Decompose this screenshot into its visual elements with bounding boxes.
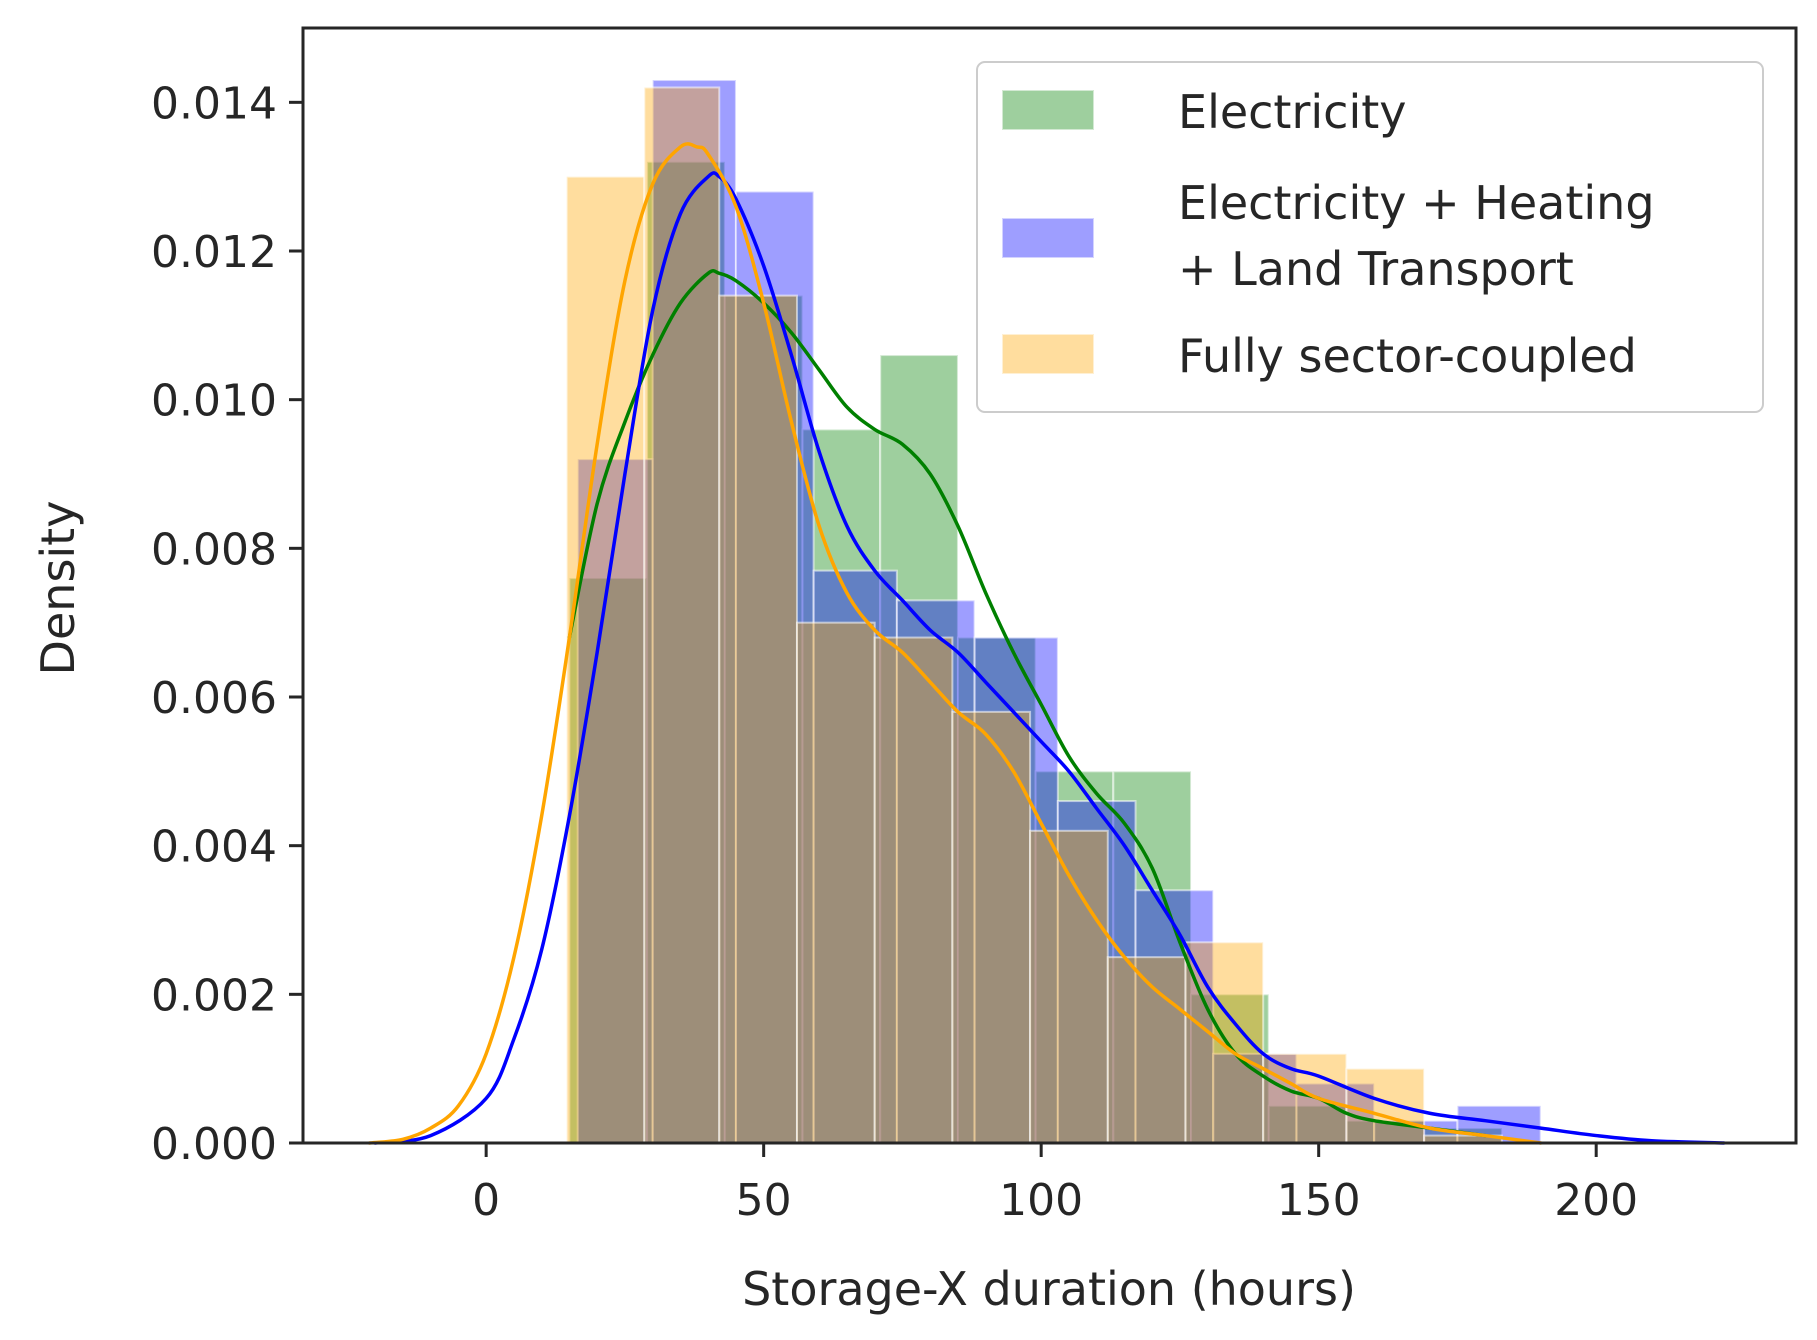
kde-line-fully-sector-coupled — [367, 142, 1543, 1145]
bar-electricity-0 — [568, 577, 649, 1144]
x-axis: 0 50 100 150 200 — [472, 1143, 1638, 1226]
legend-item-fully-sector-coupled: Fully sector-coupled — [1001, 329, 1637, 383]
y-tick-label-6: 0.012 — [151, 227, 277, 278]
bar-fully-sector-coupled-0 — [565, 175, 646, 1144]
x-tick-label-3: 150 — [1277, 1175, 1361, 1226]
bar-fully-sector-coupled-3 — [795, 621, 876, 1144]
bar-electricity-6 — [1034, 770, 1115, 1144]
legend-label-electricity: Electricity — [1178, 85, 1407, 139]
y-tick-label-4: 0.008 — [151, 524, 277, 575]
bar-electricity-2 — [723, 294, 804, 1145]
bar-electricity-heating-land-transport-2 — [734, 190, 815, 1145]
legend-label-fully-sector-coupled: Fully sector-coupled — [1178, 329, 1637, 383]
legend: Electricity Electricity + Heating + Land… — [976, 61, 1764, 413]
plot-frame — [301, 26, 1798, 1145]
histogram-bars — [565, 79, 1542, 1145]
bar-fully-sector-coupled-5 — [951, 710, 1032, 1144]
legend-swatch-electricity-heating-transport — [1001, 217, 1095, 259]
y-axis: 0.000 0.002 0.004 0.006 0.008 0.010 0.012 0.014 — [151, 78, 303, 1170]
y-tick-label-5: 0.010 — [151, 376, 277, 427]
bar-fully-sector-coupled-2 — [718, 294, 798, 1145]
bar-electricity-heating-land-transport-3 — [812, 569, 898, 1144]
bar-fully-sector-coupled-7 — [1106, 956, 1187, 1145]
bar-electricity-1 — [646, 160, 726, 1145]
legend-label-electricity-heating-transport-line1: Electricity + Heating — [1178, 176, 1655, 230]
y-tick-label-3: 0.006 — [151, 673, 277, 724]
y-tick-label-2: 0.004 — [151, 822, 277, 873]
y-tick-label-7: 0.014 — [151, 78, 277, 129]
bar-electricity-heating-land-transport-5 — [973, 636, 1059, 1144]
bar-electricity-9 — [1267, 1104, 1348, 1145]
kde-lines — [367, 142, 1726, 1145]
bar-electricity-heating-land-transport-6 — [1056, 800, 1137, 1144]
x-tick-label-0: 0 — [472, 1175, 500, 1226]
bar-electricity-heating-land-transport-0 — [576, 458, 654, 1144]
x-tick-label-1: 50 — [736, 1175, 792, 1226]
legend-swatch-fully-sector-coupled — [1001, 333, 1095, 375]
legend-item-electricity-heating-transport: Electricity + Heating + Land Transport — [1001, 176, 1655, 296]
x-tick-label-2: 100 — [999, 1175, 1083, 1226]
legend-item-electricity: Electricity — [1001, 85, 1407, 139]
x-tick-label-4: 200 — [1554, 1175, 1638, 1226]
kde-line-electricity-heating-land-transport — [373, 171, 1726, 1145]
y-axis-title: Density — [31, 501, 85, 676]
bar-fully-sector-coupled-9 — [1262, 1052, 1348, 1145]
y-tick-label-1: 0.002 — [151, 970, 277, 1021]
legend-box — [976, 61, 1764, 413]
bar-fully-sector-coupled-1 — [643, 86, 721, 1144]
y-tick-label-0: 0.000 — [151, 1119, 277, 1170]
legend-swatch-electricity — [1001, 89, 1095, 131]
bar-fully-sector-coupled-4 — [873, 636, 954, 1144]
x-axis-title: Storage-X duration (hours) — [742, 1262, 1356, 1316]
kde-line-electricity — [567, 269, 1487, 1138]
bar-fully-sector-coupled-10 — [1345, 1067, 1426, 1144]
legend-label-electricity-heating-transport-line2: + Land Transport — [1178, 242, 1574, 296]
